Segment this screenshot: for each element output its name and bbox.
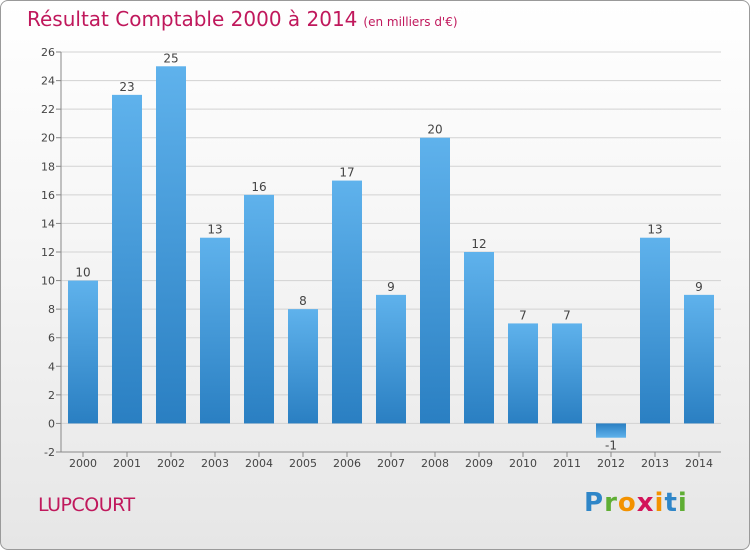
data-label: 13 xyxy=(207,223,222,237)
bar xyxy=(508,323,538,424)
y-tick-label: 22 xyxy=(41,103,55,116)
logo-letter: i xyxy=(677,488,688,518)
chart-subtitle: (en milliers d'€) xyxy=(363,15,458,29)
bar xyxy=(332,180,362,424)
chart-title: Résultat Comptable 2000 à 2014 (en millie… xyxy=(27,7,458,31)
x-tick-label: 2002 xyxy=(157,457,185,470)
y-tick-label: 16 xyxy=(41,189,55,202)
y-tick-label: 20 xyxy=(41,132,55,145)
data-label: 7 xyxy=(519,308,527,322)
data-label: 9 xyxy=(695,280,703,294)
data-label: -1 xyxy=(605,439,617,453)
x-tick-label: 2001 xyxy=(113,457,141,470)
bar xyxy=(156,66,186,424)
y-tick-label: 8 xyxy=(48,303,55,316)
y-tick-label: 18 xyxy=(41,160,55,173)
y-tick-label: 0 xyxy=(48,417,55,430)
y-tick-label: 14 xyxy=(41,217,55,230)
logo-letter: x xyxy=(636,488,655,518)
y-tick-label: -2 xyxy=(44,446,55,459)
logo-letter: i xyxy=(654,488,665,518)
bar xyxy=(288,309,318,424)
bar xyxy=(552,323,582,424)
data-label: 10 xyxy=(75,266,90,280)
x-tick-label: 2010 xyxy=(509,457,537,470)
data-label: 20 xyxy=(427,123,442,137)
data-label: 25 xyxy=(163,51,178,65)
data-label: 13 xyxy=(647,223,662,237)
y-tick-label: 26 xyxy=(41,46,55,59)
bar xyxy=(112,94,142,424)
data-label: 8 xyxy=(299,294,307,308)
x-tick-label: 2005 xyxy=(289,457,317,470)
location-name: LUPCOURT xyxy=(38,494,135,516)
y-tick-label: 10 xyxy=(41,275,55,288)
proxiti-logo: Proxiti xyxy=(584,488,688,518)
x-tick-label: 2014 xyxy=(685,457,713,470)
x-tick-label: 2000 xyxy=(69,457,97,470)
x-tick-label: 2011 xyxy=(553,457,581,470)
y-tick-label: 6 xyxy=(48,332,55,345)
bar xyxy=(464,252,494,424)
bar xyxy=(596,423,626,438)
logo-letter: t xyxy=(664,488,678,518)
bar xyxy=(684,294,714,424)
logo-letter: P xyxy=(584,488,605,518)
data-label: 9 xyxy=(387,280,395,294)
y-tick-label: 2 xyxy=(48,389,55,402)
x-tick-label: 2008 xyxy=(421,457,449,470)
data-label: 23 xyxy=(119,80,134,94)
data-label: 17 xyxy=(339,166,354,180)
y-tick-label: 4 xyxy=(48,360,55,373)
data-label: 12 xyxy=(471,237,486,251)
x-tick-label: 2007 xyxy=(377,457,405,470)
data-label: 16 xyxy=(251,180,266,194)
y-tick-label: 24 xyxy=(41,75,55,88)
x-tick-label: 2004 xyxy=(245,457,273,470)
logo-letter: o xyxy=(617,488,637,518)
x-tick-label: 2009 xyxy=(465,457,493,470)
bar xyxy=(640,237,670,424)
bar xyxy=(420,137,450,424)
x-tick-label: 2012 xyxy=(597,457,625,470)
bar xyxy=(200,237,230,424)
x-tick-label: 2013 xyxy=(641,457,669,470)
x-tick-label: 2003 xyxy=(201,457,229,470)
logo-letter: r xyxy=(604,488,618,518)
bar xyxy=(244,194,274,424)
data-label: 7 xyxy=(563,308,571,322)
y-tick-label: 12 xyxy=(41,246,55,259)
x-tick-label: 2006 xyxy=(333,457,361,470)
bar xyxy=(68,280,98,424)
bar xyxy=(376,294,406,424)
